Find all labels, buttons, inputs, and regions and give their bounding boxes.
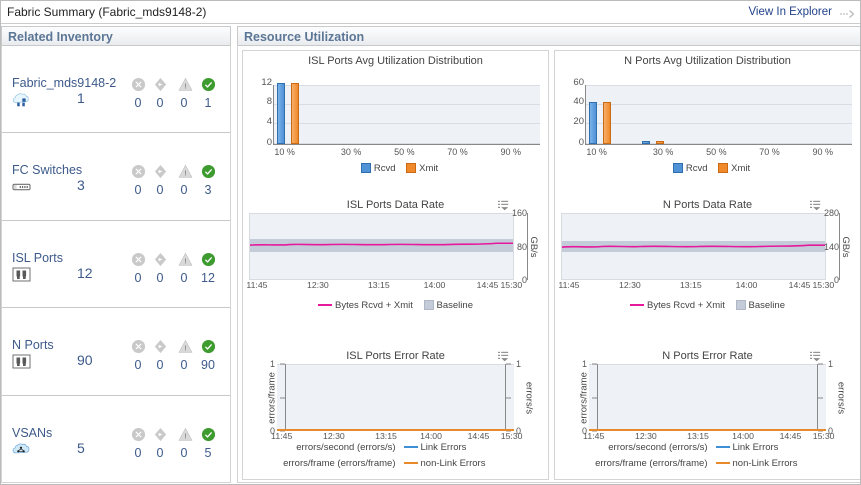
svg-text:!: !	[184, 84, 186, 91]
svg-text:!: !	[184, 259, 186, 266]
svg-text:!: !	[184, 433, 186, 440]
svg-text:!: !	[184, 346, 186, 353]
svg-text:!: !	[184, 171, 186, 178]
